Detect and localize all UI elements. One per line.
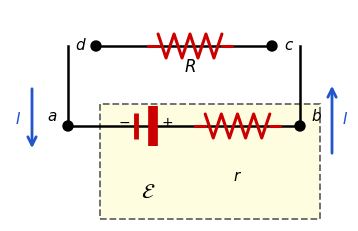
Text: I: I	[343, 112, 347, 127]
Text: R: R	[184, 58, 196, 76]
Text: a: a	[47, 109, 57, 124]
Text: I: I	[16, 112, 20, 127]
Text: b: b	[311, 109, 321, 124]
Text: d: d	[75, 37, 85, 52]
Text: c: c	[284, 37, 292, 52]
Text: r: r	[234, 169, 240, 184]
Circle shape	[91, 42, 101, 52]
Circle shape	[63, 122, 73, 131]
Bar	[100, 105, 320, 219]
Circle shape	[267, 42, 277, 52]
Text: $\mathcal{E}$: $\mathcal{E}$	[141, 181, 155, 201]
Text: +: +	[161, 116, 173, 129]
Circle shape	[295, 122, 305, 131]
Text: −: −	[118, 116, 130, 129]
